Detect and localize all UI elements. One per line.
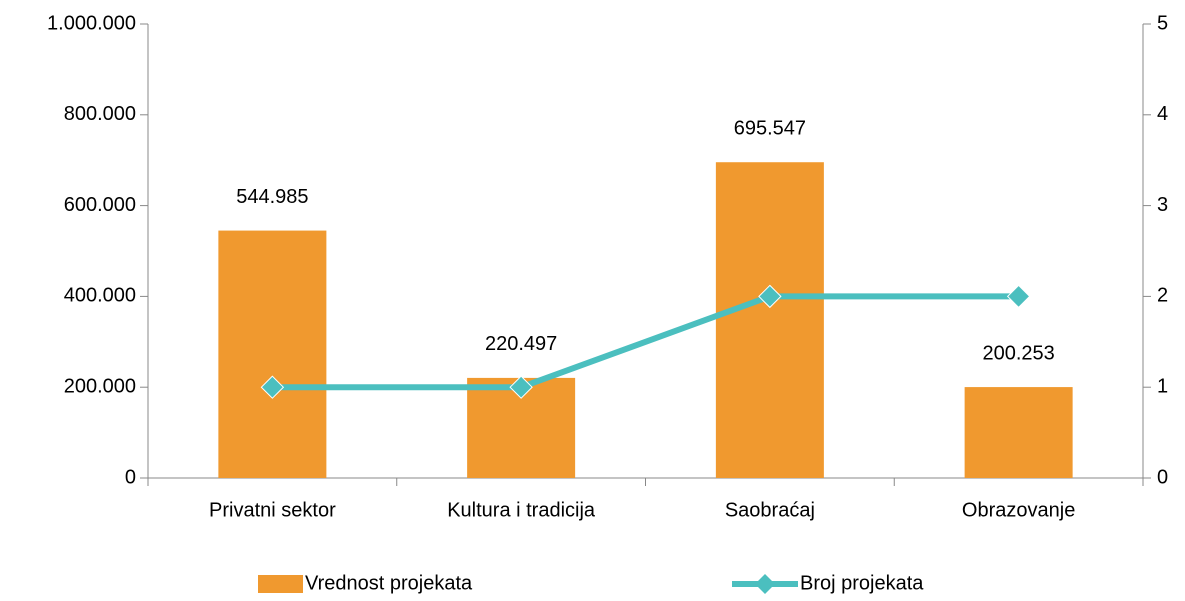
bar bbox=[715, 162, 824, 478]
bar bbox=[218, 230, 327, 478]
y-tick-label: 0 bbox=[125, 466, 136, 488]
y2-tick-label: 0 bbox=[1157, 466, 1168, 488]
y-tick-label: 800.000 bbox=[64, 103, 136, 125]
data-label: 695.547 bbox=[734, 118, 806, 140]
y2-tick-label: 3 bbox=[1157, 194, 1168, 216]
y-tick-label: 1.000.000 bbox=[47, 12, 136, 34]
marker bbox=[509, 375, 533, 399]
y2-tick-label: 1 bbox=[1157, 375, 1168, 397]
y-tick-label: 600.000 bbox=[64, 194, 136, 216]
legend-label: Broj projekata bbox=[800, 572, 924, 594]
data-label: 220.497 bbox=[485, 333, 557, 355]
data-label: 544.985 bbox=[236, 186, 308, 208]
x-tick-label: Kultura i tradicija bbox=[447, 499, 596, 521]
line bbox=[272, 293, 1019, 391]
marker bbox=[758, 284, 782, 309]
data-label: 200.253 bbox=[982, 342, 1054, 364]
y2-tick-label: 4 bbox=[1157, 103, 1168, 125]
legend-swatch bbox=[258, 575, 303, 593]
y-tick-label: 400.000 bbox=[64, 285, 136, 307]
y2-tick-label: 5 bbox=[1157, 12, 1168, 34]
x-tick-label: Obrazovanje bbox=[962, 499, 1075, 521]
x-tick-label: Privatni sektor bbox=[209, 499, 336, 521]
x-tick-label: Saobraćaj bbox=[725, 499, 815, 521]
marker bbox=[1006, 284, 1031, 309]
legend-marker bbox=[755, 574, 775, 594]
legend-label: Vrednost projekata bbox=[305, 572, 473, 594]
bar bbox=[964, 387, 1073, 478]
y-tick-label: 200.000 bbox=[64, 375, 136, 397]
marker bbox=[260, 375, 285, 399]
y2-tick-label: 2 bbox=[1157, 285, 1168, 307]
